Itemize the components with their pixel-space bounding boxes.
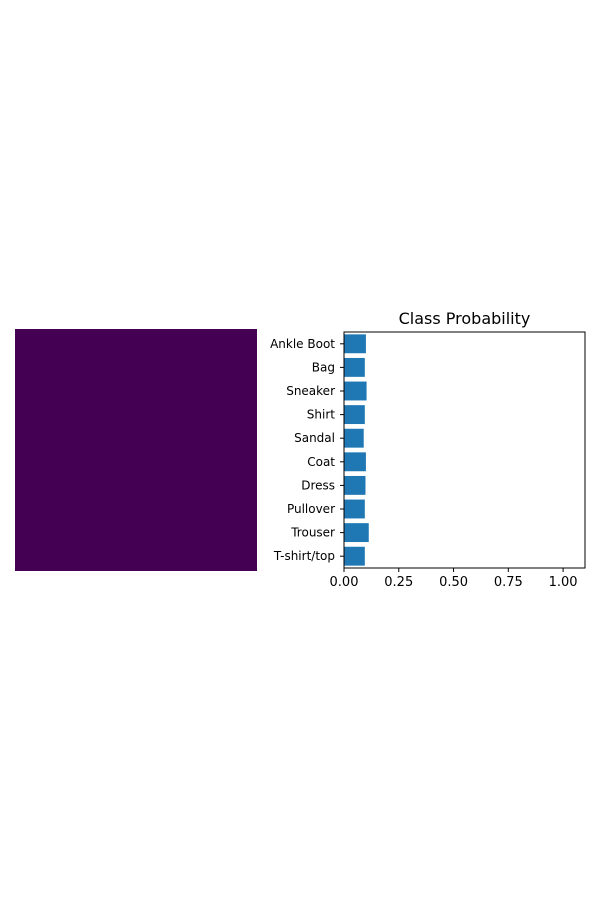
y-tick-label: Trouser: [290, 526, 335, 540]
y-tick-label: Dress: [301, 478, 335, 492]
bar-dress: [344, 475, 366, 495]
y-tick-label: T-shirt/top: [273, 549, 335, 563]
bar-coat: [344, 452, 366, 472]
y-tick-label: Shirt: [307, 408, 335, 422]
bar-pullover: [344, 499, 365, 519]
input-image-panel: [15, 329, 257, 571]
y-tick-label: Pullover: [287, 502, 335, 516]
bar-bag: [344, 357, 365, 377]
bar-trouser: [344, 523, 369, 543]
bar-sneaker: [344, 381, 367, 401]
x-tick-label: 1.00: [549, 575, 578, 590]
x-tick-label: 0.75: [494, 575, 523, 590]
bar-t-shirt-top: [344, 546, 365, 566]
labels-layer: T-shirt/top Trouser Pullover Dress Coat Sanda…: [270, 337, 577, 590]
axes-frame: [343, 331, 586, 569]
x-tick-label: 0.50: [439, 575, 468, 590]
bar-ankle-boot: [344, 334, 366, 354]
bars-layer: [344, 334, 369, 566]
x-tick-label: 0.00: [330, 575, 359, 590]
y-tick-label: Sandal: [294, 431, 335, 445]
axes-layer: [340, 331, 586, 572]
y-tick-label: Sneaker: [286, 384, 335, 398]
y-tick-label: Coat: [307, 455, 335, 469]
y-tick-label: Ankle Boot: [270, 337, 335, 351]
x-tick-label: 0.25: [384, 575, 413, 590]
bar-sandal: [344, 428, 364, 448]
chart-title: Class Probability: [399, 309, 531, 328]
y-tick-label: Bag: [312, 360, 335, 374]
bar-shirt: [344, 405, 365, 425]
